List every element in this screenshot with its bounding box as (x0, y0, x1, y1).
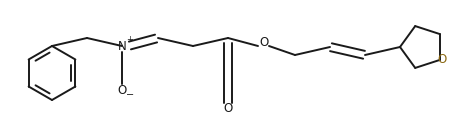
Text: +: + (126, 36, 134, 45)
Text: −: − (126, 90, 134, 100)
Text: N: N (117, 40, 126, 53)
Text: O: O (437, 53, 446, 66)
Text: O: O (117, 84, 126, 97)
Text: O: O (223, 102, 233, 114)
Text: O: O (259, 36, 269, 48)
